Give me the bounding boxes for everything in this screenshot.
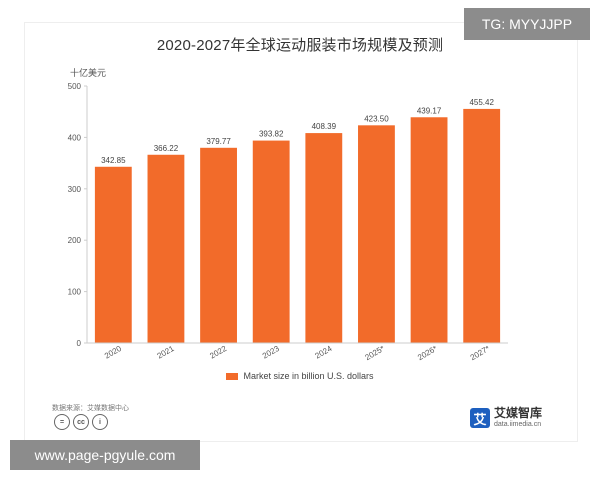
bar-value-label: 342.85 [101, 156, 126, 165]
bar [147, 154, 185, 343]
y-tick-label: 400 [68, 133, 82, 142]
y-tick-label: 500 [68, 82, 82, 91]
x-tick-label: 2021 [156, 344, 176, 361]
bar [358, 125, 395, 343]
legend: Market size in billion U.S. dollars [0, 371, 600, 381]
bar-value-label: 439.17 [417, 106, 442, 115]
brand-url: data.iimedia.cn [494, 421, 542, 428]
cc-by-icon: i [92, 414, 108, 430]
x-tick-label: 2026* [416, 344, 439, 362]
bar [94, 166, 132, 343]
cc-nd-icon: = [54, 414, 70, 430]
watermark-top-right: TG: MYYJJPP [464, 8, 590, 40]
bar-value-label: 423.50 [364, 114, 389, 123]
legend-swatch [226, 372, 239, 380]
creative-commons-badges: = cc i [54, 414, 108, 430]
bar-value-label: 393.82 [259, 130, 284, 139]
brand-logo: 艾 艾媒智库 data.iimedia.cn [470, 407, 542, 429]
bar-value-label: 366.22 [154, 144, 179, 153]
bar-value-label: 379.77 [206, 137, 231, 146]
brand-mark-icon: 艾 [470, 408, 490, 428]
brand-name: 艾媒智库 [494, 406, 543, 420]
x-tick-label: 2022 [208, 344, 228, 361]
x-tick-label: 2020 [103, 344, 123, 361]
y-axis-unit-label: 十亿美元 [70, 68, 107, 78]
x-tick-label: 2027* [469, 344, 492, 362]
bar [305, 133, 343, 343]
bar [463, 108, 501, 343]
bar [410, 117, 448, 343]
data-source: 数据来源：艾媒数据中心 [52, 405, 129, 412]
bar-value-label: 408.39 [312, 122, 337, 131]
x-tick-label: 2024 [314, 344, 334, 361]
y-tick-label: 0 [77, 339, 82, 348]
y-tick-label: 300 [68, 185, 82, 194]
chart-title: 2020-2027年全球运动服装市场规模及预测 [156, 37, 444, 54]
bar [200, 147, 237, 343]
legend-label: Market size in billion U.S. dollars [243, 371, 374, 381]
x-tick-label: 2023 [261, 344, 281, 361]
bar [252, 140, 290, 343]
bar-value-label: 455.42 [469, 98, 494, 107]
x-tick-label: 2025* [363, 344, 386, 362]
y-tick-label: 100 [68, 288, 82, 297]
cc-icon: cc [73, 414, 89, 430]
y-tick-label: 200 [68, 236, 82, 245]
watermark-bottom-left: www.page-pgyule.com [10, 440, 200, 470]
